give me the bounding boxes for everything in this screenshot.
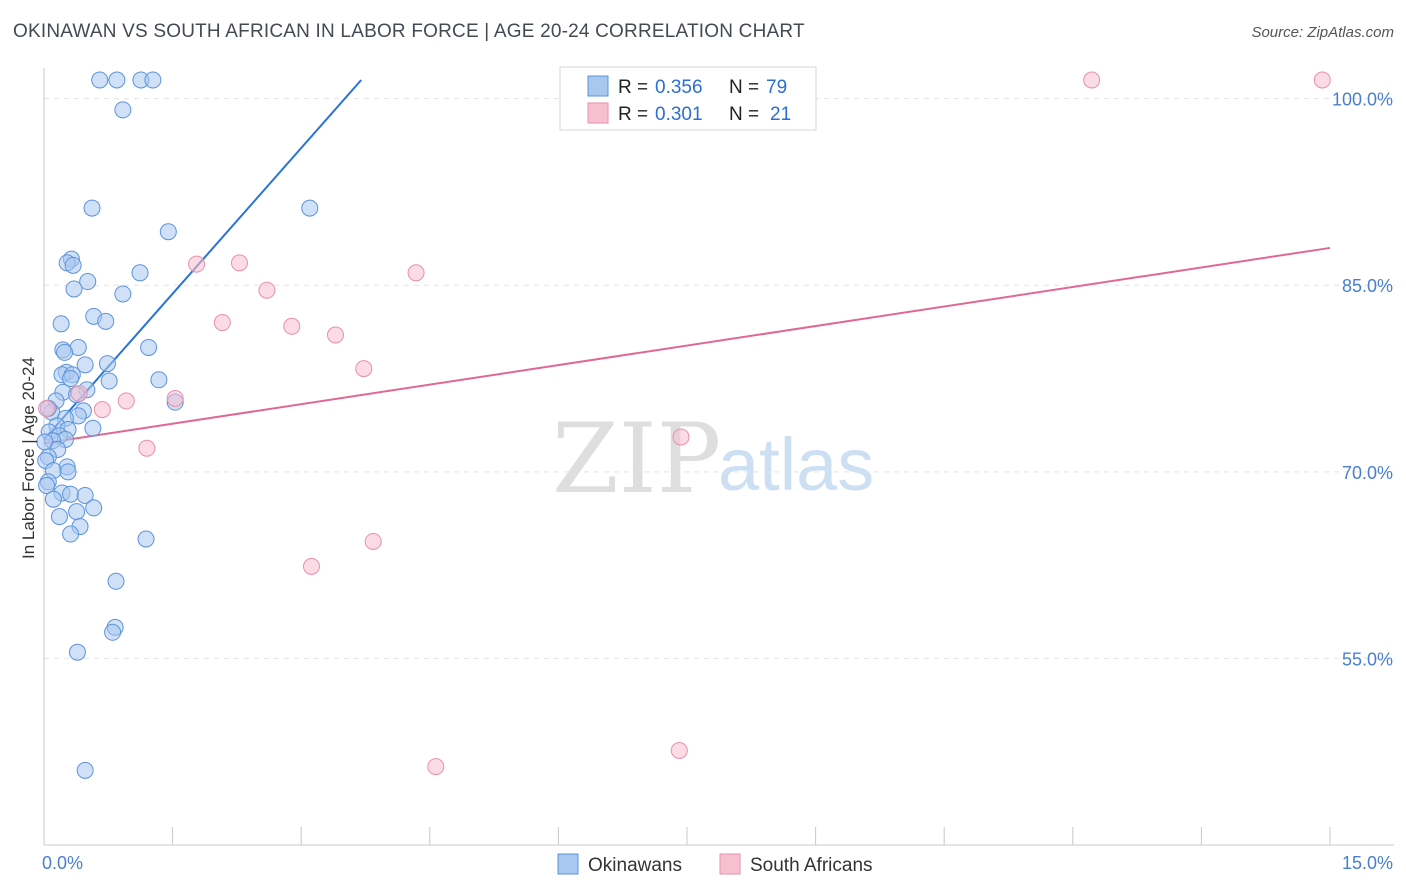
- point-okinawans: [144, 71, 162, 89]
- point-okinawans: [76, 486, 94, 504]
- point-okinawans: [76, 761, 94, 779]
- point-okinawans: [159, 223, 177, 241]
- watermark-atlas: atlas: [718, 423, 874, 506]
- legend-n-value: 79: [766, 77, 787, 98]
- point-south-africans: [355, 360, 373, 378]
- legend-n-label: N =: [729, 104, 759, 125]
- point-south-africans: [364, 532, 382, 550]
- point-okinawans: [104, 623, 122, 641]
- point-okinawans: [91, 71, 109, 89]
- point-okinawans: [107, 572, 125, 590]
- point-south-africans: [1313, 71, 1331, 89]
- legend-r-label: R =: [618, 104, 648, 125]
- y-tick-label: 85.0%: [1342, 276, 1393, 296]
- point-south-africans: [188, 255, 206, 273]
- point-okinawans: [59, 463, 77, 481]
- legend-r-value: 0.356: [655, 77, 703, 98]
- point-south-africans: [230, 254, 248, 272]
- point-south-africans: [166, 389, 184, 407]
- point-south-africans: [138, 439, 156, 457]
- trend-line-south-africans: [43, 246, 1331, 445]
- point-south-africans: [672, 428, 690, 446]
- bottom-legend-swatch-okinawans: [557, 853, 579, 875]
- point-okinawans: [62, 370, 80, 388]
- point-okinawans: [100, 372, 118, 390]
- point-okinawans: [97, 312, 115, 330]
- legend-r-value: 0.301: [655, 104, 703, 125]
- point-south-africans: [1083, 71, 1101, 89]
- legend-n-value: 21: [770, 104, 791, 125]
- y-axis-title: In Labor Force | Age 20-24: [19, 357, 38, 559]
- bottom-legend-south-africans: South Africans: [750, 855, 873, 876]
- y-tick-labels: 55.0% 70.0% 85.0% 100.0%: [1332, 90, 1393, 670]
- data-points: [36, 71, 1331, 779]
- bottom-legend-okinawans: Okinawans: [588, 855, 682, 876]
- point-south-africans: [93, 401, 111, 419]
- chart-title: OKINAWAN VS SOUTH AFRICAN IN LABOR FORCE…: [13, 21, 805, 42]
- y-tick-label: 70.0%: [1342, 463, 1393, 483]
- point-south-africans: [326, 326, 344, 344]
- point-okinawans: [85, 499, 103, 517]
- legend-swatch-okinawans: [587, 75, 609, 97]
- point-south-africans: [427, 758, 445, 776]
- point-okinawans: [114, 101, 132, 119]
- watermark-zip: ZIP: [552, 403, 721, 515]
- point-south-africans: [670, 741, 688, 759]
- source-credit: Source: ZipAtlas.com: [1251, 24, 1394, 41]
- point-south-africans: [302, 557, 320, 575]
- watermark: ZIP atlas: [552, 403, 874, 515]
- point-okinawans: [114, 285, 132, 303]
- legend-n-label: N =: [729, 77, 759, 98]
- bottom-legend-swatch-south-africans: [719, 853, 741, 875]
- point-okinawans: [137, 530, 155, 548]
- gridlines: [44, 98, 1395, 659]
- x-tick-label: 0.0%: [42, 853, 83, 873]
- bottom-legend: Okinawans South Africans: [557, 853, 873, 876]
- legend: R = 0.356 N = 79 R = 0.301 N = 21: [559, 66, 817, 131]
- point-okinawans: [84, 419, 102, 437]
- point-okinawans: [62, 525, 80, 543]
- point-okinawans: [64, 256, 82, 274]
- point-okinawans: [76, 356, 94, 374]
- point-south-africans: [213, 314, 231, 332]
- legend-r-label: R =: [618, 77, 648, 98]
- legend-swatch-south-africans: [587, 102, 609, 124]
- point-okinawans: [150, 371, 168, 389]
- y-tick-label: 100.0%: [1332, 90, 1393, 110]
- point-south-africans: [258, 281, 276, 299]
- point-okinawans: [68, 503, 86, 521]
- point-okinawans: [301, 199, 319, 217]
- point-okinawans: [108, 71, 126, 89]
- point-okinawans: [52, 315, 70, 333]
- point-okinawans: [56, 343, 74, 361]
- point-okinawans: [131, 264, 149, 282]
- point-okinawans: [65, 280, 83, 298]
- point-okinawans: [140, 338, 158, 356]
- y-tick-label: 55.0%: [1342, 649, 1393, 669]
- point-okinawans: [62, 485, 80, 503]
- x-tick-labels: 0.0% 15.0%: [42, 853, 1393, 873]
- point-south-africans: [283, 317, 301, 335]
- point-south-africans: [38, 399, 56, 417]
- point-south-africans: [70, 384, 88, 402]
- point-okinawans: [68, 643, 86, 661]
- point-okinawans: [50, 508, 68, 526]
- point-okinawans: [44, 490, 62, 508]
- point-okinawans: [79, 273, 97, 291]
- point-south-africans: [407, 264, 425, 282]
- x-tick-label: 15.0%: [1342, 853, 1393, 873]
- point-okinawans: [38, 477, 56, 495]
- point-okinawans: [83, 199, 101, 217]
- point-okinawans: [98, 355, 116, 373]
- point-south-africans: [117, 392, 135, 410]
